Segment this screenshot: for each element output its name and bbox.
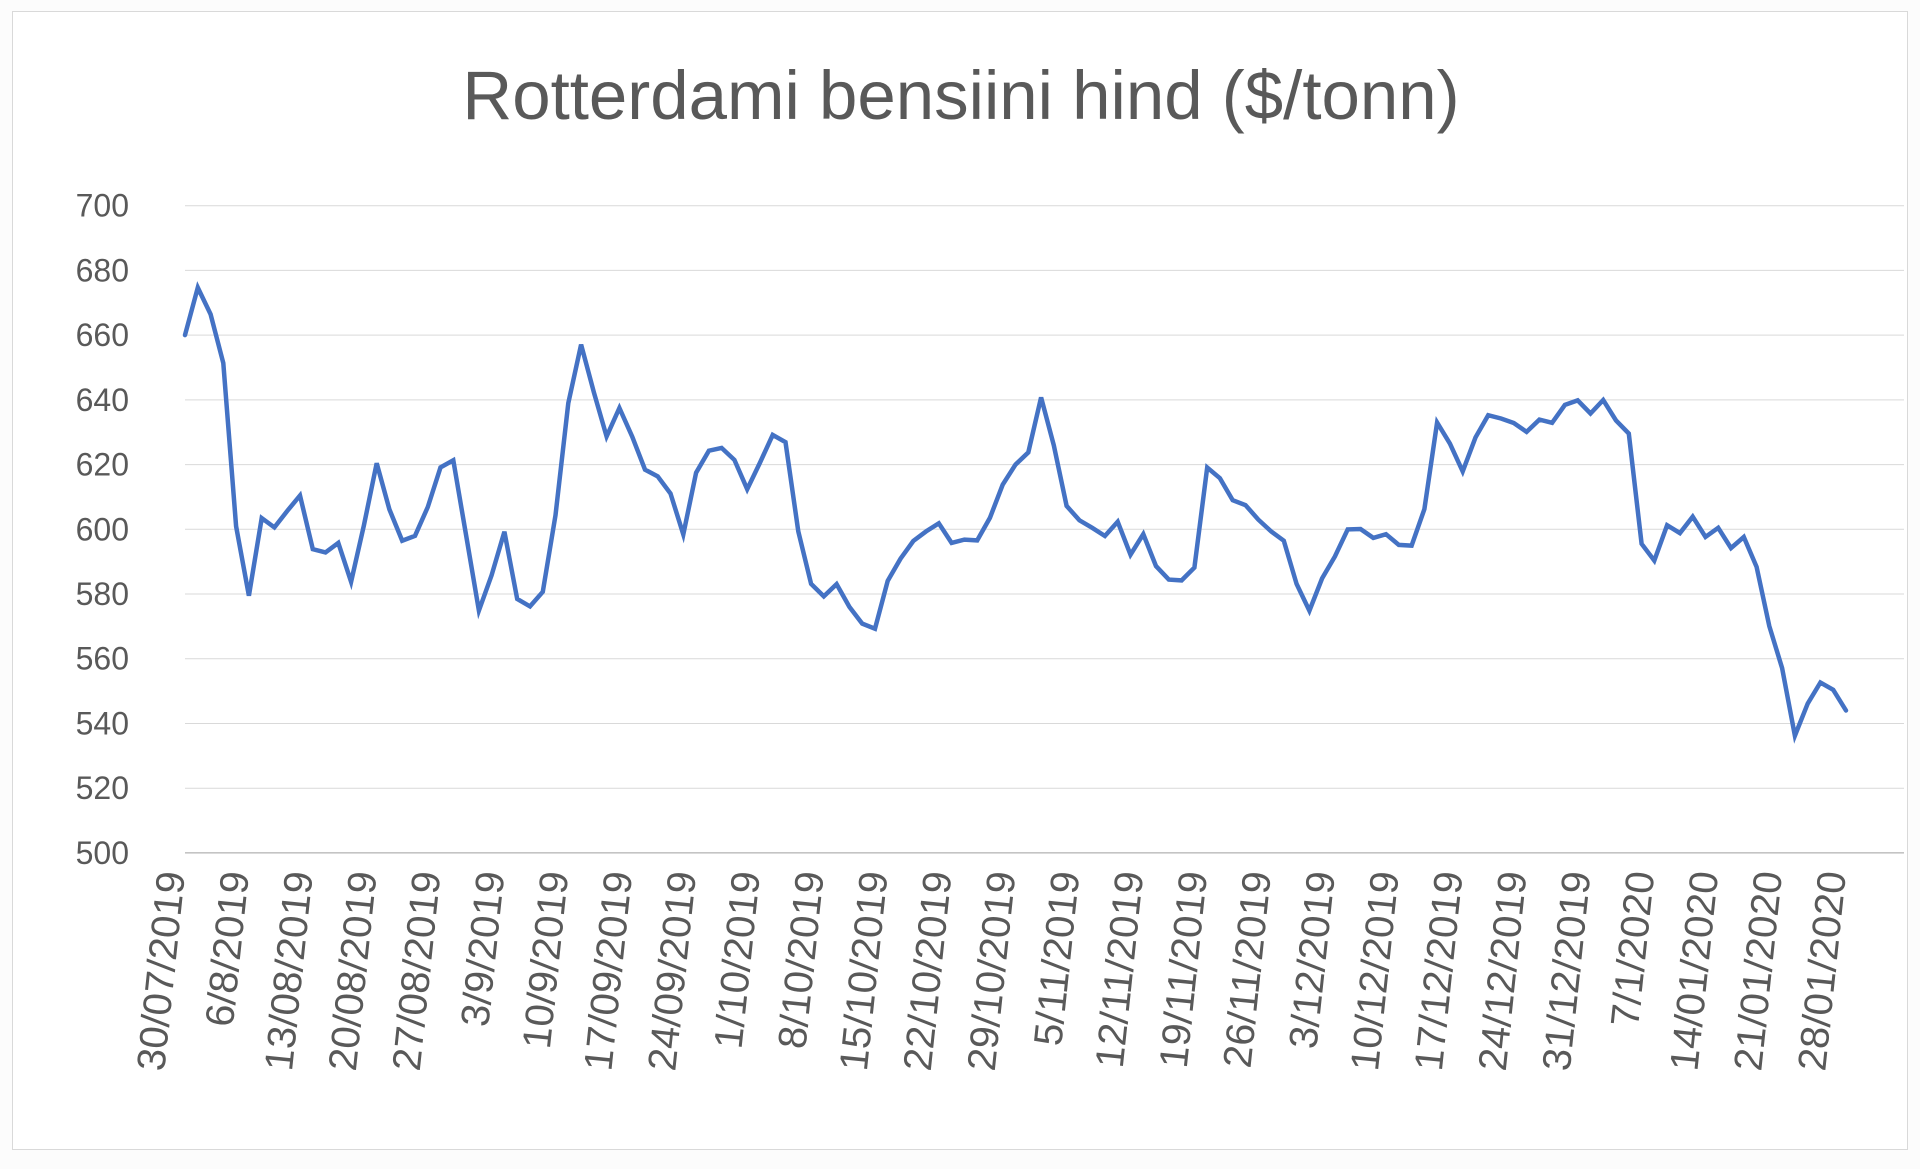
svg-text:26/11/2019: 26/11/2019 bbox=[1216, 869, 1280, 1070]
svg-text:31/12/2019: 31/12/2019 bbox=[1535, 869, 1600, 1073]
svg-text:30/07/2019: 30/07/2019 bbox=[129, 869, 194, 1073]
svg-text:8/10/2019: 8/10/2019 bbox=[770, 869, 832, 1051]
svg-text:3/12/2019: 3/12/2019 bbox=[1281, 869, 1343, 1051]
svg-text:5/11/2019: 5/11/2019 bbox=[1026, 869, 1088, 1048]
svg-text:540: 540 bbox=[76, 706, 129, 742]
svg-text:500: 500 bbox=[76, 835, 129, 871]
svg-text:6/8/2019: 6/8/2019 bbox=[198, 869, 258, 1028]
svg-text:28/01/2020: 28/01/2020 bbox=[1790, 869, 1855, 1073]
svg-text:17/12/2019: 17/12/2019 bbox=[1407, 869, 1472, 1073]
svg-text:15/10/2019: 15/10/2019 bbox=[832, 869, 897, 1073]
svg-text:14/01/2020: 14/01/2020 bbox=[1662, 869, 1727, 1073]
svg-text:22/10/2019: 22/10/2019 bbox=[896, 869, 961, 1073]
svg-text:580: 580 bbox=[76, 576, 129, 612]
svg-text:21/01/2020: 21/01/2020 bbox=[1726, 869, 1791, 1073]
svg-text:640: 640 bbox=[76, 382, 129, 418]
svg-text:660: 660 bbox=[76, 317, 129, 353]
svg-text:520: 520 bbox=[76, 770, 129, 806]
svg-text:620: 620 bbox=[76, 447, 129, 483]
svg-text:7/1/2020: 7/1/2020 bbox=[1603, 869, 1663, 1028]
svg-text:24/12/2019: 24/12/2019 bbox=[1471, 869, 1536, 1073]
svg-text:10/9/2019: 10/9/2019 bbox=[515, 869, 577, 1051]
svg-text:560: 560 bbox=[76, 641, 129, 677]
svg-text:3/9/2019: 3/9/2019 bbox=[453, 869, 513, 1028]
svg-text:1/10/2019: 1/10/2019 bbox=[707, 869, 769, 1051]
svg-text:17/09/2019: 17/09/2019 bbox=[576, 869, 641, 1073]
svg-text:29/10/2019: 29/10/2019 bbox=[960, 869, 1025, 1073]
svg-text:10/12/2019: 10/12/2019 bbox=[1343, 869, 1408, 1073]
svg-text:600: 600 bbox=[76, 511, 129, 547]
svg-text:24/09/2019: 24/09/2019 bbox=[640, 869, 705, 1073]
svg-text:680: 680 bbox=[76, 252, 129, 288]
svg-text:27/08/2019: 27/08/2019 bbox=[385, 869, 450, 1073]
svg-text:19/11/2019: 19/11/2019 bbox=[1152, 869, 1216, 1070]
svg-text:700: 700 bbox=[76, 188, 129, 224]
svg-text:12/11/2019: 12/11/2019 bbox=[1088, 869, 1152, 1070]
svg-text:20/08/2019: 20/08/2019 bbox=[321, 869, 386, 1073]
svg-text:13/08/2019: 13/08/2019 bbox=[257, 869, 322, 1073]
